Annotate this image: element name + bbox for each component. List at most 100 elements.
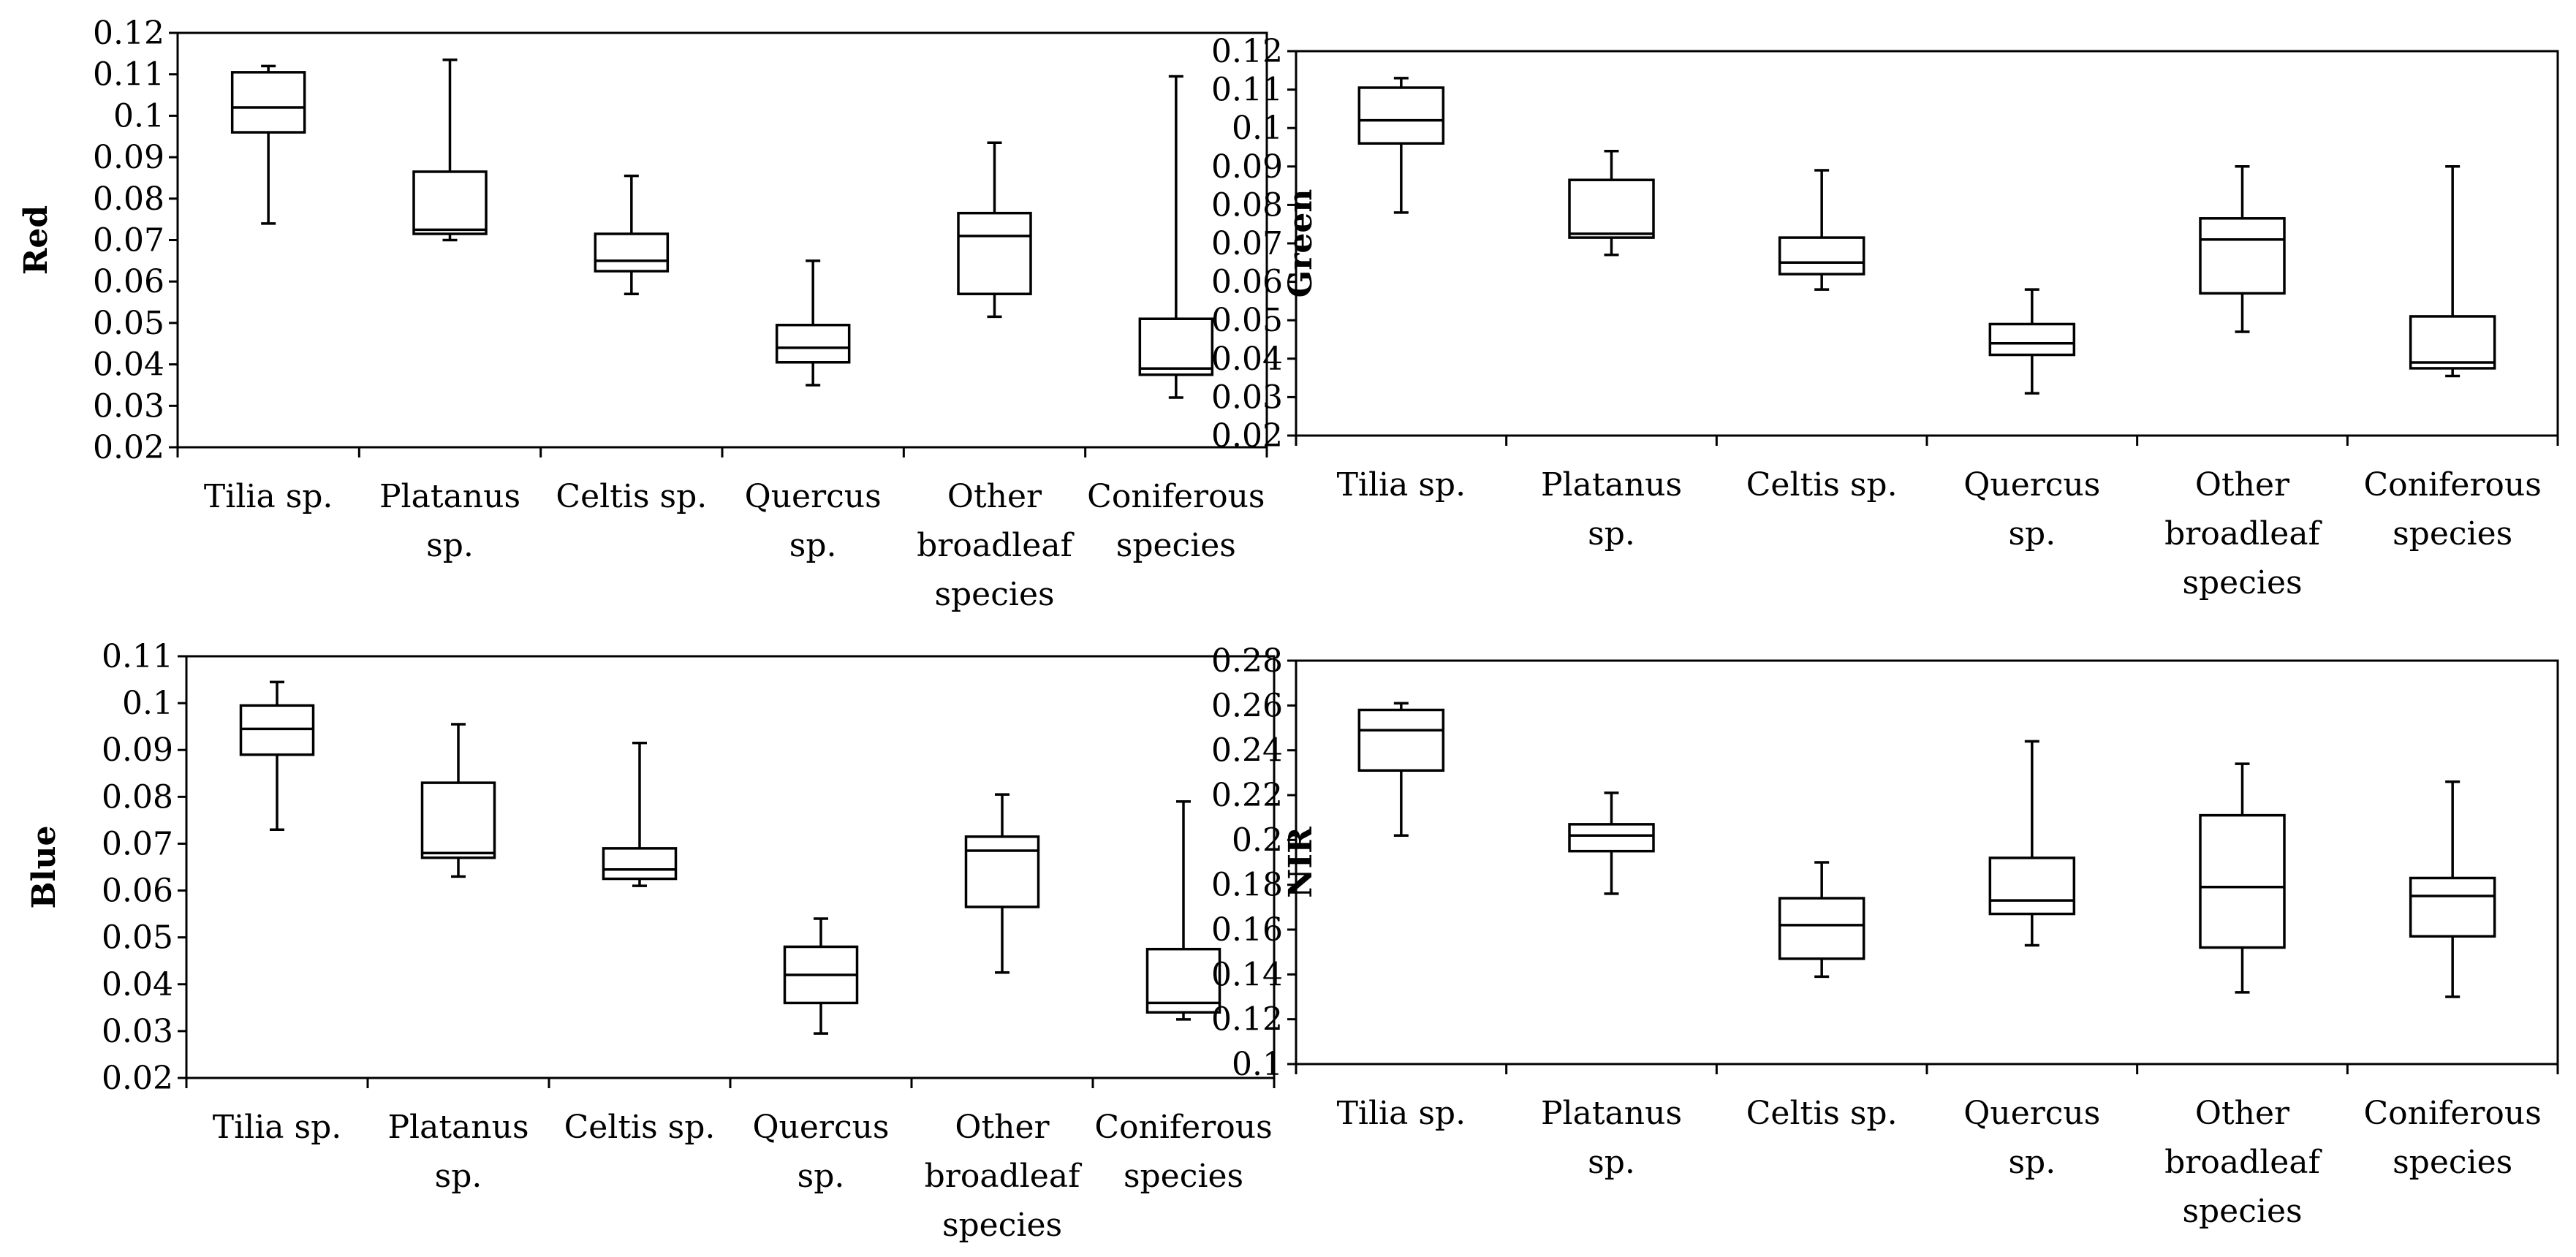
iqr-box [1778,236,1865,276]
category-label: Other [955,1109,1050,1146]
y-tick-label: 0.03 [93,387,164,425]
y-tick-label: 0.1 [122,685,173,722]
category-label: species [1116,527,1236,564]
y-tick-label: 0.07 [93,222,164,259]
category-label: Tilia sp. [204,478,333,515]
iqr-box [1988,857,2076,916]
y-tick-label: 0.11 [1211,72,1283,109]
y-tick-label: 0.05 [1211,302,1283,339]
y-tick-label: 0.04 [1211,341,1283,378]
category-label: Coniferous [2363,1095,2541,1132]
category-label: species [942,1207,1062,1244]
plot-frame [176,31,1268,449]
y-tick-label: 0.11 [93,56,164,94]
y-tick-label: 0.06 [1211,264,1283,301]
boxplot-5 [1145,800,1221,1021]
category-label: Tilia sp. [213,1109,342,1146]
boxplot-3 [1988,288,2076,395]
boxplot-2 [594,174,670,295]
iqr-box [412,170,488,235]
category-label: species [2182,564,2302,601]
boxplot-4 [2199,165,2286,333]
boxplot-0 [239,680,315,831]
iqr-box [964,835,1040,908]
category-label: Quercus [745,478,882,515]
boxplot-3 [1988,740,2076,947]
y-tick-label: 0.11 [102,638,173,675]
category-label: Quercus [1963,466,2100,504]
chart-blue: 0.02 0.03 0.04 0.05 0.06 0.07 0.08 0.09 0.1 0.11 B… [26,638,1276,1244]
y-tick-label: 0.1 [1232,110,1283,147]
y-axis-title: NIR [1282,827,1319,898]
category-label: Celtis sp. [1746,1095,1898,1132]
iqr-box [1138,317,1214,376]
iqr-box [420,781,496,859]
category-label: broadleaf [917,527,1074,564]
category-label: Quercus [752,1109,889,1146]
y-tick-label: 0.03 [1211,379,1283,416]
iqr-box [775,323,851,364]
y-tick-label: 0.02 [93,429,164,466]
y-tick-label: 0.06 [93,263,164,300]
iqr-box [1568,823,1655,853]
iqr-box [2199,813,2286,949]
y-axis-title: Green [1282,189,1319,298]
plot-frame [185,655,1276,1079]
category-label: Other [2195,466,2290,504]
category-label: species [2182,1193,2302,1230]
category-label: sp. [2008,1144,2056,1181]
chart-green: 0.020.030.040.050.060.070.080.090.10.110… [1211,33,2559,601]
category-label: Celtis sp. [556,478,707,515]
category-label: sp. [789,527,837,564]
y-tick-label: 0.12 [1211,33,1283,70]
iqr-box [1568,178,1655,239]
y-tick-label: 0.02 [1211,417,1283,455]
y-tick-label: 0.06 [102,873,173,910]
y-tick-label: 0.05 [93,305,164,342]
boxplot-5 [1138,75,1214,399]
category-label: Tilia sp. [1337,1095,1466,1132]
category-label: broadleaf [2164,1144,2322,1181]
boxplot-2 [602,741,678,887]
category-label: Platanus [1541,1095,1682,1132]
category-label: Platanus [379,478,520,515]
boxplot-1 [1568,150,1655,257]
y-tick-label: 0.24 [1211,732,1283,770]
category-label: Platanus [1541,466,1682,504]
boxplot-3 [783,917,859,1035]
category-label: sp. [426,527,474,564]
y-tick-label: 0.09 [102,732,173,769]
category-label: species [2393,1144,2512,1181]
boxplot-5 [2409,780,2496,998]
category-label: sp. [435,1158,482,1195]
iqr-box [2409,315,2496,370]
boxplot-1 [420,723,496,878]
y-tick-label: 0.18 [1211,867,1283,904]
chart-nir: 0.1 0.12 0.14 0.16 0.18 0.2 0.22 0.24 0.26 0.28 NI… [1211,642,2559,1230]
iqr-box [2199,217,2286,295]
iqr-box [602,847,678,881]
y-tick-label: 0.07 [1211,225,1283,262]
category-label: Other [947,478,1042,515]
iqr-box [957,211,1032,295]
iqr-box [1357,86,1445,145]
category-label: sp. [1588,515,1635,552]
y-tick-label: 0.09 [1211,148,1283,186]
y-tick-label: 0.12 [1211,1001,1283,1038]
y-tick-label: 0.22 [1211,777,1283,814]
category-label: species [2393,515,2512,552]
category-label: Other [2195,1095,2290,1132]
boxplot-2 [1778,169,1865,291]
y-tick-label: 0.07 [102,825,173,862]
category-label: Celtis sp. [1746,466,1898,504]
category-label: sp. [1588,1144,1635,1181]
boxplot-3 [775,259,851,387]
category-label: Quercus [1963,1095,2100,1132]
y-tick-label: 0.05 [102,919,173,957]
y-tick-label: 0.12 [93,15,164,52]
y-tick-label: 0.16 [1211,911,1283,949]
boxplot-0 [1357,702,1445,837]
plot-frame [1295,659,2559,1066]
category-label: species [1124,1158,1243,1195]
